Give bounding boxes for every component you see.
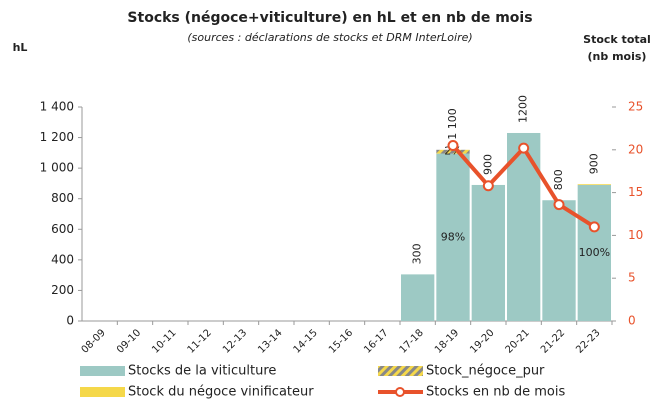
y-tick-label: 400 — [51, 252, 74, 266]
legend-label: Stocks en nb de mois — [426, 385, 565, 400]
legend-swatch — [80, 387, 125, 397]
legend-label: Stock du négoce vinificateur — [128, 385, 314, 400]
y-tick-label: 1 200 — [40, 130, 74, 144]
bar — [542, 200, 576, 321]
y2-axis-label: Stock total — [583, 33, 651, 46]
x-tick-label: 22-23 — [574, 327, 602, 355]
share-label: 98% — [441, 230, 465, 243]
legend-swatch — [80, 366, 125, 376]
bar — [471, 184, 505, 321]
line-marker — [447, 140, 459, 152]
x-tick-label: 20-21 — [504, 327, 532, 355]
x-tick-label: 09-10 — [115, 327, 143, 355]
line-marker — [482, 180, 494, 192]
line-marker — [588, 221, 600, 233]
x-tick-label: 19-20 — [468, 327, 496, 355]
chart-subtitle: (sources : déclarations de stocks et DRM… — [187, 31, 472, 44]
bar — [436, 153, 470, 321]
x-tick-label: 16-17 — [362, 327, 390, 355]
bar — [401, 274, 435, 321]
x-tick-label: 11-12 — [186, 327, 214, 355]
legend-label: Stocks de la viticulture — [128, 364, 276, 379]
total-label: 1 100 — [446, 108, 459, 140]
y2-tick-label: 25 — [628, 100, 643, 114]
y2-axis-label: (nb mois) — [588, 50, 647, 63]
y-tick-label: 0 — [66, 314, 74, 328]
x-tick-label: 10-11 — [150, 327, 178, 355]
bar — [436, 149, 470, 154]
y-axis-label: hL — [13, 41, 28, 54]
x-tick-label: 18-19 — [433, 327, 461, 355]
share-label: 100% — [579, 246, 610, 259]
x-tick-label: 13-14 — [256, 327, 284, 355]
y2-tick-label: 10 — [628, 228, 643, 242]
y-tick-label: 1 400 — [40, 100, 74, 114]
total-label: 800 — [552, 169, 565, 190]
line-marker — [553, 199, 565, 211]
y2-tick-label: 15 — [628, 185, 643, 199]
y-tick-label: 1 000 — [40, 161, 74, 175]
y-tick-label: 800 — [51, 191, 74, 205]
legend-marker — [395, 387, 405, 397]
x-tick-label: 15-16 — [327, 327, 355, 355]
y2-tick-label: 20 — [628, 142, 643, 156]
x-tick-label: 21-22 — [539, 327, 567, 355]
line-marker — [518, 142, 530, 154]
y2-tick-label: 0 — [628, 314, 636, 328]
legend-swatch — [378, 366, 423, 376]
total-label: 900 — [481, 154, 494, 175]
y2-tick-label: 5 — [628, 271, 636, 285]
legend-label: Stock_négoce_pur — [426, 364, 545, 379]
x-tick-label: 12-13 — [221, 327, 249, 355]
bar — [577, 184, 611, 185]
bar — [577, 184, 611, 321]
chart-title: Stocks (négoce+viticulture) en hL et en … — [127, 10, 532, 26]
x-tick-label: 17-18 — [398, 327, 426, 355]
total-label: 900 — [587, 153, 600, 174]
total-label: 1200 — [517, 95, 530, 123]
y-tick-label: 200 — [51, 283, 74, 297]
total-label: 300 — [411, 243, 424, 264]
x-tick-label: 14-15 — [292, 327, 320, 355]
y-tick-label: 600 — [51, 222, 74, 236]
x-tick-label: 08-09 — [80, 327, 108, 355]
